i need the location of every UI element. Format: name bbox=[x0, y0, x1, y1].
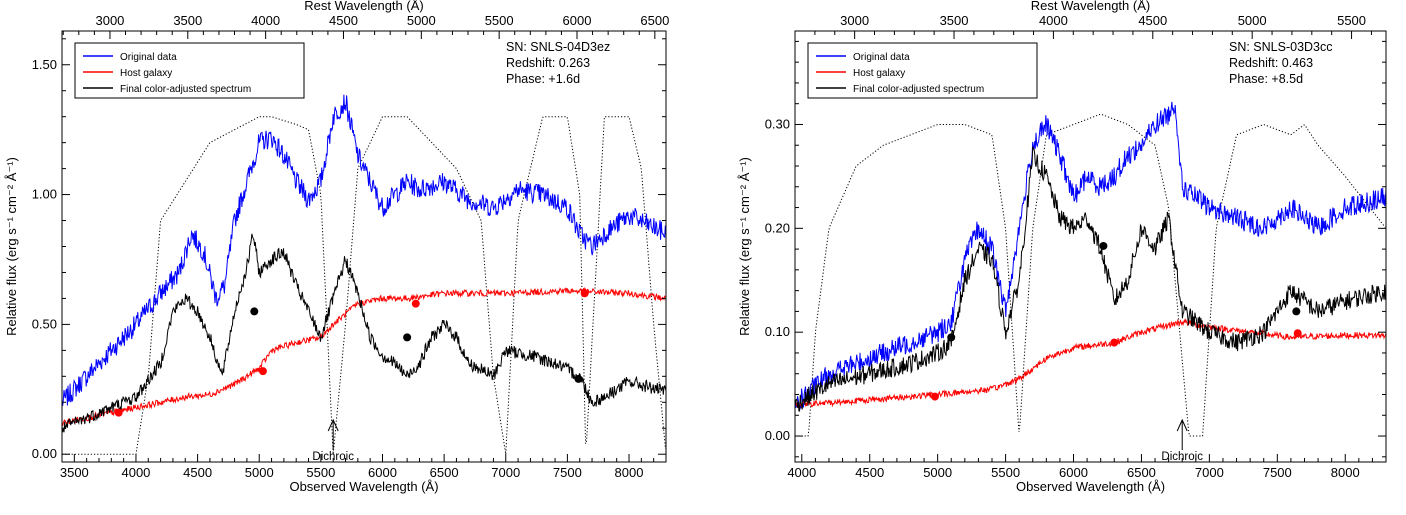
filter-curve bbox=[62, 116, 666, 455]
info-text: Redshift: 0.263 bbox=[506, 56, 590, 70]
y-tick-label: 0.00 bbox=[32, 446, 57, 461]
x-tick-label: 5000 bbox=[923, 465, 952, 480]
top-tick-label: 3500 bbox=[940, 13, 969, 28]
legend-label: Final color-adjusted spectrum bbox=[853, 84, 984, 95]
plot-frame bbox=[794, 30, 1387, 463]
info-text: Redshift: 0.463 bbox=[1229, 56, 1313, 70]
data-point bbox=[574, 374, 583, 383]
series-line-0 bbox=[62, 94, 666, 406]
y-tick-label: 0.30 bbox=[765, 116, 790, 131]
series-line-1 bbox=[62, 287, 666, 426]
legend-label: Original data bbox=[120, 52, 177, 63]
x-tick-label: 5500 bbox=[991, 465, 1020, 480]
x-tick-label: 6500 bbox=[430, 465, 459, 480]
legend-box bbox=[74, 42, 305, 99]
y-tick-label: 1.00 bbox=[32, 187, 57, 202]
x-tick-label: 4500 bbox=[855, 465, 884, 480]
data-point bbox=[258, 367, 267, 376]
series-line-2 bbox=[62, 233, 666, 433]
data-point bbox=[930, 392, 939, 401]
top-tick-label: 3000 bbox=[95, 13, 124, 28]
data-point bbox=[403, 333, 412, 342]
x-tick-label: 5000 bbox=[245, 465, 274, 480]
top-tick-label: 4000 bbox=[251, 13, 280, 28]
x-tick-label: 7500 bbox=[1263, 465, 1292, 480]
top-tick-label: 5000 bbox=[407, 13, 436, 28]
series-line-2 bbox=[795, 146, 1386, 412]
x-tick-label: 7000 bbox=[491, 465, 520, 480]
plot-area bbox=[62, 94, 666, 455]
x-axis-title: Observed Wavelength (Å) bbox=[289, 479, 438, 494]
y-tick-label: 1.50 bbox=[32, 57, 57, 72]
info-text: SN: SNLS-03D3cc bbox=[1229, 40, 1333, 54]
y-tick-label: 0.00 bbox=[765, 428, 790, 443]
x-tick-label: 4000 bbox=[121, 465, 150, 480]
x-tick-label: 6000 bbox=[1059, 465, 1088, 480]
top-tick-label: 3500 bbox=[173, 13, 202, 28]
x-tick-label: 4500 bbox=[183, 465, 212, 480]
legend-label: Final color-adjusted spectrum bbox=[120, 84, 251, 95]
legend: Original data Host galaxy Final color-adju… bbox=[807, 42, 1038, 99]
info-text: SN: SNLS-04D3ez bbox=[506, 40, 610, 54]
data-point bbox=[1099, 241, 1108, 250]
info-text: Phase: +8.5d bbox=[1229, 72, 1303, 86]
dichroic-arrowhead bbox=[1176, 418, 1188, 432]
data-point bbox=[947, 333, 956, 342]
top-tick-label: 4500 bbox=[329, 13, 358, 28]
x-tick-label: 6500 bbox=[1127, 465, 1156, 480]
dichroic-arrowhead bbox=[327, 418, 339, 432]
x-tick-label: 7000 bbox=[1195, 465, 1224, 480]
data-point bbox=[1292, 307, 1301, 316]
legend-label: Host galaxy bbox=[120, 68, 172, 79]
plot-area bbox=[795, 101, 1386, 437]
x-tick-label: 3500 bbox=[60, 465, 89, 480]
top-tick-label: 6000 bbox=[563, 13, 592, 28]
y-axis-title: Relative flux (erg s⁻¹ cm⁻² Å⁻¹) bbox=[4, 157, 19, 336]
top-tick-label: 4500 bbox=[1138, 13, 1167, 28]
y-tick-label: 0.20 bbox=[765, 220, 790, 235]
top-tick-label: 5500 bbox=[1337, 13, 1366, 28]
x-tick-label: 6000 bbox=[368, 465, 397, 480]
top-tick-label: 3000 bbox=[840, 13, 869, 28]
data-point bbox=[580, 289, 589, 298]
data-point bbox=[1293, 329, 1302, 338]
top-tick-label: 4000 bbox=[1039, 13, 1068, 28]
legend-box bbox=[807, 42, 1038, 99]
y-tick-label: 0.10 bbox=[765, 324, 790, 339]
top-tick-label: 5500 bbox=[485, 13, 514, 28]
dichroic-label: Dichroic bbox=[1161, 451, 1203, 463]
x-tick-label: 8000 bbox=[615, 465, 644, 480]
series-line-1 bbox=[795, 318, 1386, 409]
data-point bbox=[1110, 338, 1119, 347]
x-tick-label: 5500 bbox=[306, 465, 335, 480]
data-point bbox=[114, 408, 123, 417]
filter-curve bbox=[795, 113, 1386, 437]
legend-label: Original data bbox=[853, 52, 910, 63]
dichroic-label: Dichroic bbox=[312, 451, 354, 463]
y-tick-label: 0.50 bbox=[32, 316, 57, 331]
spectrum-panel-left: 3500 4000 4500 5000 5500 6000 6500 7000 7500 8000… bbox=[4, 0, 669, 494]
top-axis-title: Rest Wavelength (Å) bbox=[1031, 0, 1150, 13]
legend: Original data Host galaxy Final color-adju… bbox=[74, 42, 305, 99]
top-tick-label: 6500 bbox=[640, 13, 669, 28]
series-line-0 bbox=[795, 101, 1386, 410]
info-text: Phase: +1.6d bbox=[506, 72, 580, 86]
x-tick-label: 8000 bbox=[1331, 465, 1360, 480]
y-axis-title: Relative flux (erg s⁻¹ cm⁻² Å⁻¹) bbox=[737, 157, 752, 336]
x-tick-label: 4000 bbox=[787, 465, 816, 480]
top-tick-label: 5000 bbox=[1238, 13, 1267, 28]
top-axis-title: Rest Wavelength (Å) bbox=[304, 0, 423, 13]
data-point bbox=[250, 307, 259, 316]
data-point bbox=[411, 299, 420, 308]
x-tick-label: 7500 bbox=[553, 465, 582, 480]
spectrum-panel-right: 4000 4500 5000 5500 6000 6500 7000 7500 8000 Obse… bbox=[737, 0, 1387, 494]
x-axis-title: Observed Wavelength (Å) bbox=[1016, 479, 1165, 494]
legend-label: Host galaxy bbox=[853, 68, 905, 79]
